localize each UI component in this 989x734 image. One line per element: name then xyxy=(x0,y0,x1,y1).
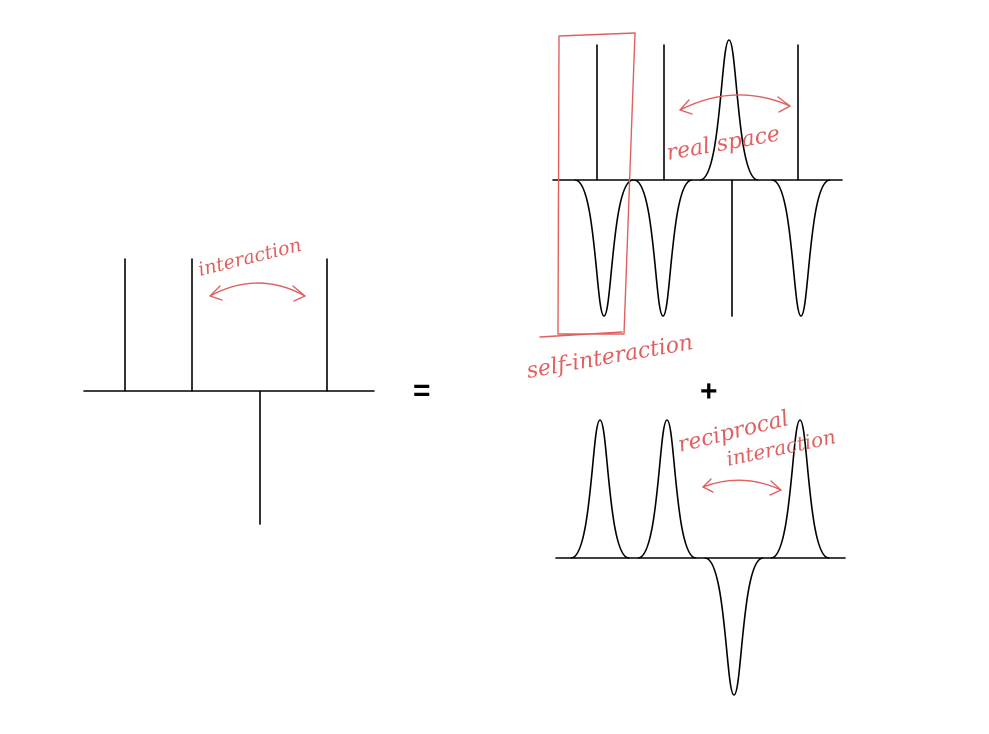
interaction-arrowhead-right xyxy=(292,285,306,302)
self-interaction-underline xyxy=(539,331,623,338)
compensating-gaussian-3 xyxy=(704,557,764,696)
reciprocal-arrowhead-left xyxy=(702,478,714,493)
real-space-arrowhead-left xyxy=(679,99,693,115)
screening-gaussian-3 xyxy=(699,39,759,181)
compensating-gaussian-1 xyxy=(570,419,630,559)
screening-gaussian-1 xyxy=(574,179,634,317)
reciprocal-interaction-annotation: reciprocal interaction xyxy=(675,406,838,496)
real-space-arrow xyxy=(679,94,791,111)
interaction-label: interaction xyxy=(196,234,304,281)
real-space-arrowhead-right xyxy=(777,96,791,113)
reciprocal-arrowhead-right xyxy=(769,480,782,496)
self-interaction-box xyxy=(557,32,636,335)
screening-gaussian-4 xyxy=(771,179,831,317)
interaction-annotation: interaction xyxy=(196,234,306,302)
compensating-gaussian-2 xyxy=(637,419,697,559)
self-interaction-annotation: self-interaction xyxy=(525,32,695,384)
plus-sign: + xyxy=(700,375,718,408)
point-charge-system xyxy=(83,258,375,525)
interaction-arrowhead-left xyxy=(209,285,223,301)
self-interaction-label: self-interaction xyxy=(525,330,695,384)
reciprocal-space-system xyxy=(555,419,846,696)
real-space-annotation: real space xyxy=(665,94,791,166)
reciprocal-arrow xyxy=(702,479,782,491)
real-space-system xyxy=(552,39,843,317)
equals-sign: = xyxy=(413,374,431,407)
real-space-label: real space xyxy=(665,121,782,166)
compensating-gaussian-4 xyxy=(770,419,830,559)
interaction-arrow xyxy=(209,282,306,297)
screening-gaussian-2 xyxy=(633,179,693,317)
